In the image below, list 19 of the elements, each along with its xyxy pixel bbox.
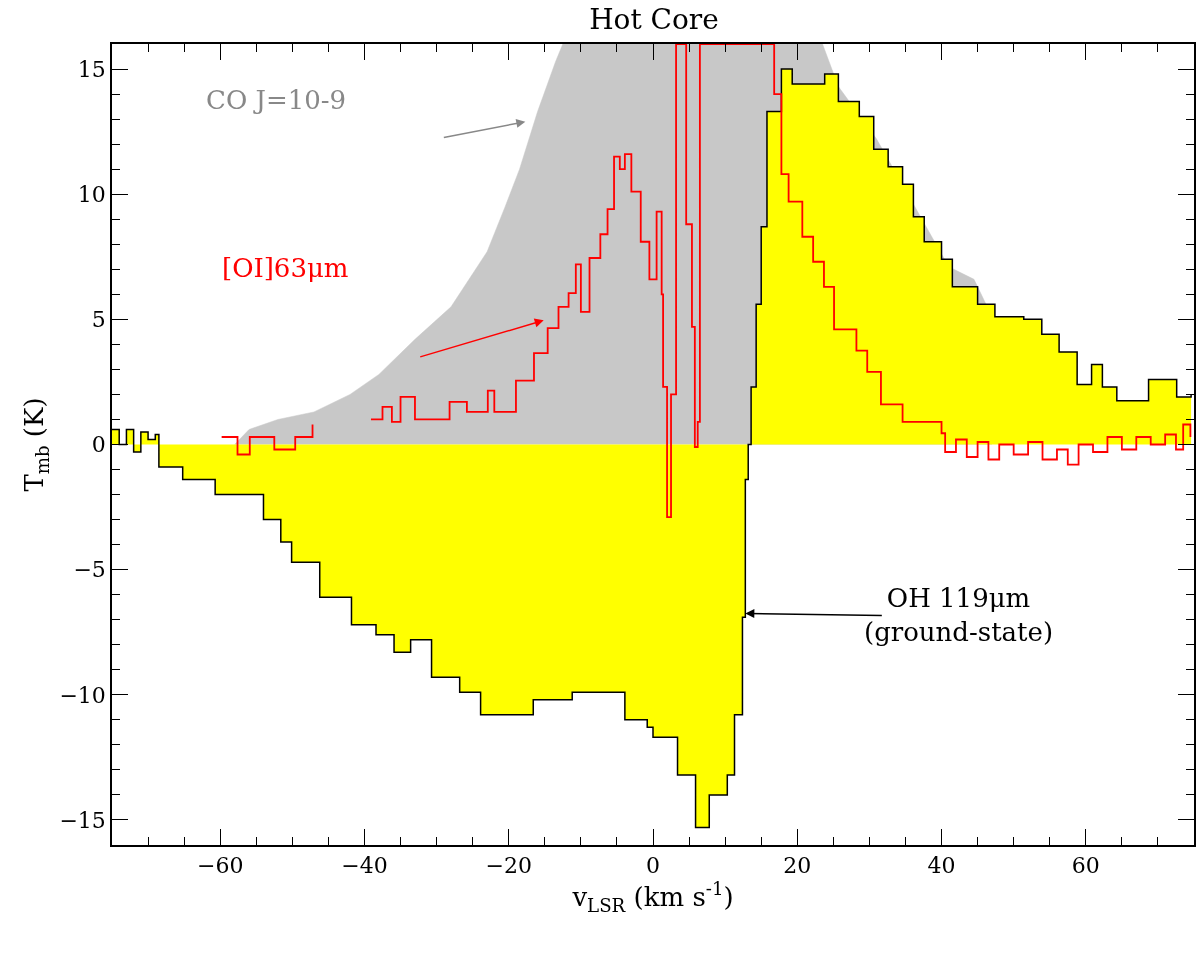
x-tick-label: 60 bbox=[1071, 853, 1100, 879]
x-tick-label: −60 bbox=[196, 853, 244, 879]
x-tick-label: 40 bbox=[927, 853, 956, 879]
annotation: [OI]63μm bbox=[222, 253, 349, 283]
chart-title: Hot Core bbox=[589, 3, 719, 37]
y-tick-label: 0 bbox=[91, 432, 106, 458]
annotation: CO J=10-9 bbox=[206, 85, 347, 115]
x-tick-label: −40 bbox=[341, 853, 388, 879]
y-tick-label: 10 bbox=[77, 181, 106, 207]
y-tick-label: −5 bbox=[73, 557, 106, 583]
annotation: OH 119μm (ground-state) bbox=[864, 583, 1054, 647]
y-tick-label: −10 bbox=[59, 682, 106, 708]
y-tick-label: 5 bbox=[91, 307, 106, 333]
y-tick-label: −15 bbox=[59, 807, 106, 833]
x-tick-label: 20 bbox=[783, 853, 812, 879]
y-tick-label: 15 bbox=[77, 56, 106, 82]
x-tick-label: 0 bbox=[646, 853, 660, 879]
x-tick-label: −20 bbox=[485, 853, 532, 879]
x-axis-title: v$_{LSR}$ (km s$^{-1}$) bbox=[571, 878, 734, 916]
